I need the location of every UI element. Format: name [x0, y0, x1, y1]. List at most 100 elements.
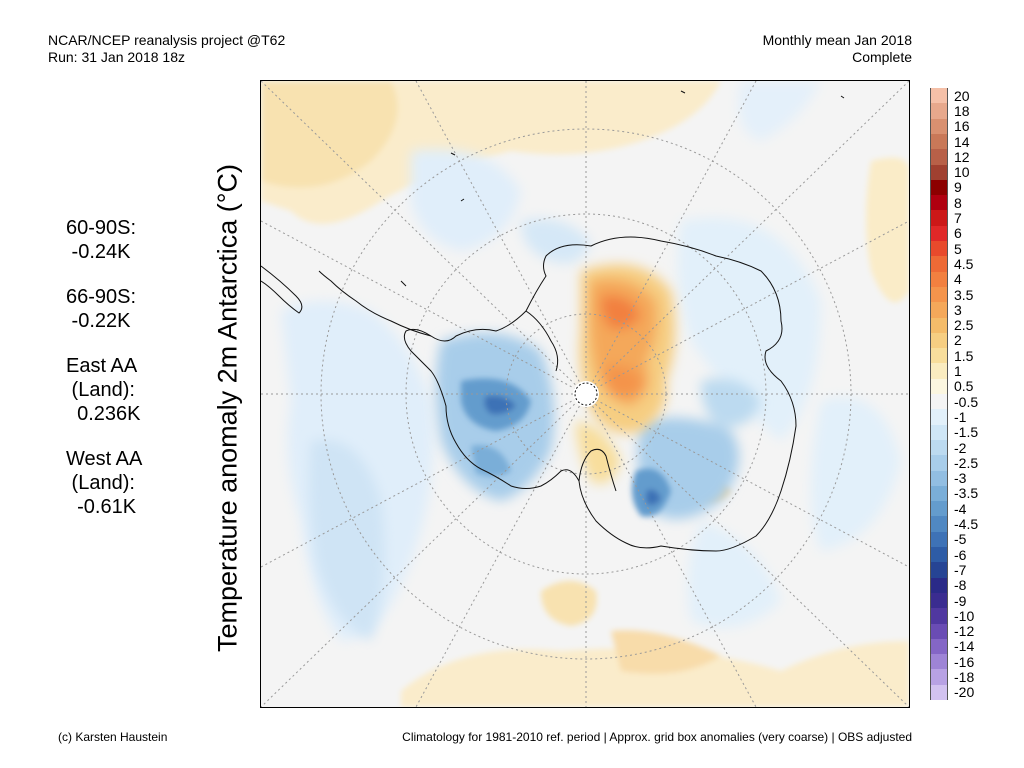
stat-west-aa: West AA (Land): -0.61K	[66, 447, 142, 519]
colorbar-tick-label: -6	[954, 546, 967, 563]
stat-66-90s: 66-90S: -0.22K	[66, 285, 142, 333]
colorbar-segment	[930, 623, 948, 640]
colorbar-tick-label: 20	[954, 87, 970, 104]
colorbar-segment	[930, 271, 948, 288]
colorbar-segment	[930, 286, 948, 303]
stat-value: -0.61K	[66, 496, 137, 518]
colorbar-segment	[930, 638, 948, 655]
colorbar-segment	[930, 103, 948, 120]
ross-ice-shelf	[578, 448, 617, 492]
colorbar-segment	[930, 118, 948, 135]
colorbar-tick-label: -0.5	[954, 393, 979, 410]
stat-value: -0.22K	[66, 310, 131, 332]
colorbar-segment	[930, 133, 948, 150]
stat-label: West AA	[66, 448, 143, 470]
colorbar-segment	[930, 684, 948, 701]
stat-60-90s: 60-90S: -0.24K	[66, 216, 142, 264]
colorbar-tick-label: -4.5	[954, 516, 979, 533]
colorbar-segment	[930, 424, 948, 441]
colorbar-tick-label: 10	[954, 164, 970, 181]
colorbar-tick-label: -8	[954, 577, 967, 594]
colorbar-tick-label: 0.5	[954, 378, 974, 395]
colorbar-segment	[930, 531, 948, 548]
colorbar-tick-label: 18	[954, 102, 970, 119]
colorbar-segment	[930, 455, 948, 471]
colorbar-tick-label: 5	[954, 240, 962, 257]
antarctic-peninsula	[318, 270, 432, 337]
cold-anomaly-core	[461, 378, 671, 517]
colorbar-segment	[930, 317, 948, 334]
colorbar-tick-label: -20	[954, 684, 975, 701]
colorbar-tick-label: -5	[954, 531, 967, 548]
stat-sublabel: (Land):	[66, 379, 135, 401]
stat-value: 0.236K	[66, 403, 141, 425]
colorbar-tick-label: 2	[954, 332, 962, 349]
colorbar-segment	[930, 88, 948, 104]
header-left: NCAR/NCEP reanalysis project @T62 Run: 3…	[48, 32, 285, 66]
colorbar-tick-label: -9	[954, 592, 967, 609]
period-title: Monthly mean Jan 2018	[762, 32, 912, 48]
colorbar-tick-label: -7	[954, 561, 967, 578]
colorbar-tick-label: -18	[954, 669, 975, 686]
colorbar-segment	[930, 195, 948, 211]
colorbar-tick-label: 3	[954, 301, 962, 318]
model-title: NCAR/NCEP reanalysis project @T62	[48, 32, 286, 48]
colorbar-segment	[930, 562, 948, 579]
colorbar	[930, 88, 948, 701]
islands	[400, 90, 845, 287]
colorbar-segment	[930, 547, 948, 563]
colorbar-segment	[930, 256, 948, 273]
colorbar-segment	[930, 608, 948, 624]
colorbar-tick-label: 1.5	[954, 347, 974, 364]
colorbar-segment	[930, 348, 948, 364]
colorbar-segment	[930, 149, 948, 165]
colorbar-tick-label: -1.5	[954, 424, 979, 441]
completeness-status: Complete	[852, 49, 912, 65]
header-right: Monthly mean Jan 2018 Complete	[763, 32, 912, 66]
colorbar-tick-label: 16	[954, 118, 970, 135]
stats-panel: 60-90S: -0.24K 66-90S: -0.22K East AA (L…	[66, 216, 142, 540]
colorbar-tick-label: 4	[954, 271, 962, 288]
colorbar-segment	[930, 485, 948, 502]
colorbar-tick-label: 7	[954, 210, 962, 227]
colorbar-segment	[930, 225, 948, 242]
colorbar-segment	[930, 516, 948, 533]
colorbar-segment	[930, 179, 948, 196]
anomaly-map	[260, 80, 910, 708]
colorbar-tick-label: 9	[954, 179, 962, 196]
stat-value: -0.24K	[66, 241, 131, 263]
colorbar-tick-label: 14	[954, 133, 970, 150]
south-america-coast	[261, 265, 303, 314]
colorbar-segment	[930, 654, 948, 670]
colorbar-segment	[930, 592, 948, 609]
colorbar-segment	[930, 470, 948, 487]
colorbar-tick-label: -10	[954, 607, 975, 624]
colorbar-tick-label: -14	[954, 638, 975, 655]
colorbar-tick-label: -1	[954, 408, 967, 425]
colorbar-tick-label: 2.5	[954, 317, 974, 334]
colorbar-tick-label: -3	[954, 470, 967, 487]
colorbar-segment	[930, 363, 948, 380]
colorbar-segment	[930, 409, 948, 426]
colorbar-tick-label: -3.5	[954, 485, 979, 502]
colorbar-segment	[930, 378, 948, 395]
colorbar-segment	[930, 501, 948, 517]
colorbar-segment	[930, 577, 948, 594]
colorbar-tick-label: -2.5	[954, 454, 979, 471]
colorbar-segment	[930, 164, 948, 181]
colorbar-segment	[930, 669, 948, 686]
colorbar-segment	[930, 241, 948, 257]
map-ylabel: Temperature anomaly 2m Antarctica (°C)	[212, 164, 243, 652]
east-antarctica-warm	[576, 264, 675, 484]
colorbar-segment	[930, 332, 948, 349]
colorbar-tick-label: 12	[954, 148, 970, 165]
stat-label: East AA	[66, 355, 138, 377]
stat-east-aa: East AA (Land): 0.236K	[66, 354, 142, 426]
colorbar-tick-label: -16	[954, 653, 975, 670]
colorbar-tick-label: 8	[954, 194, 962, 211]
colorbar-tick-label: -4	[954, 500, 967, 517]
colorbar-tick-label: 3.5	[954, 286, 974, 303]
weddell-ice-shelf	[525, 310, 559, 372]
colorbar-tick-label: 6	[954, 225, 962, 242]
run-time: Run: 31 Jan 2018 18z	[48, 49, 185, 65]
